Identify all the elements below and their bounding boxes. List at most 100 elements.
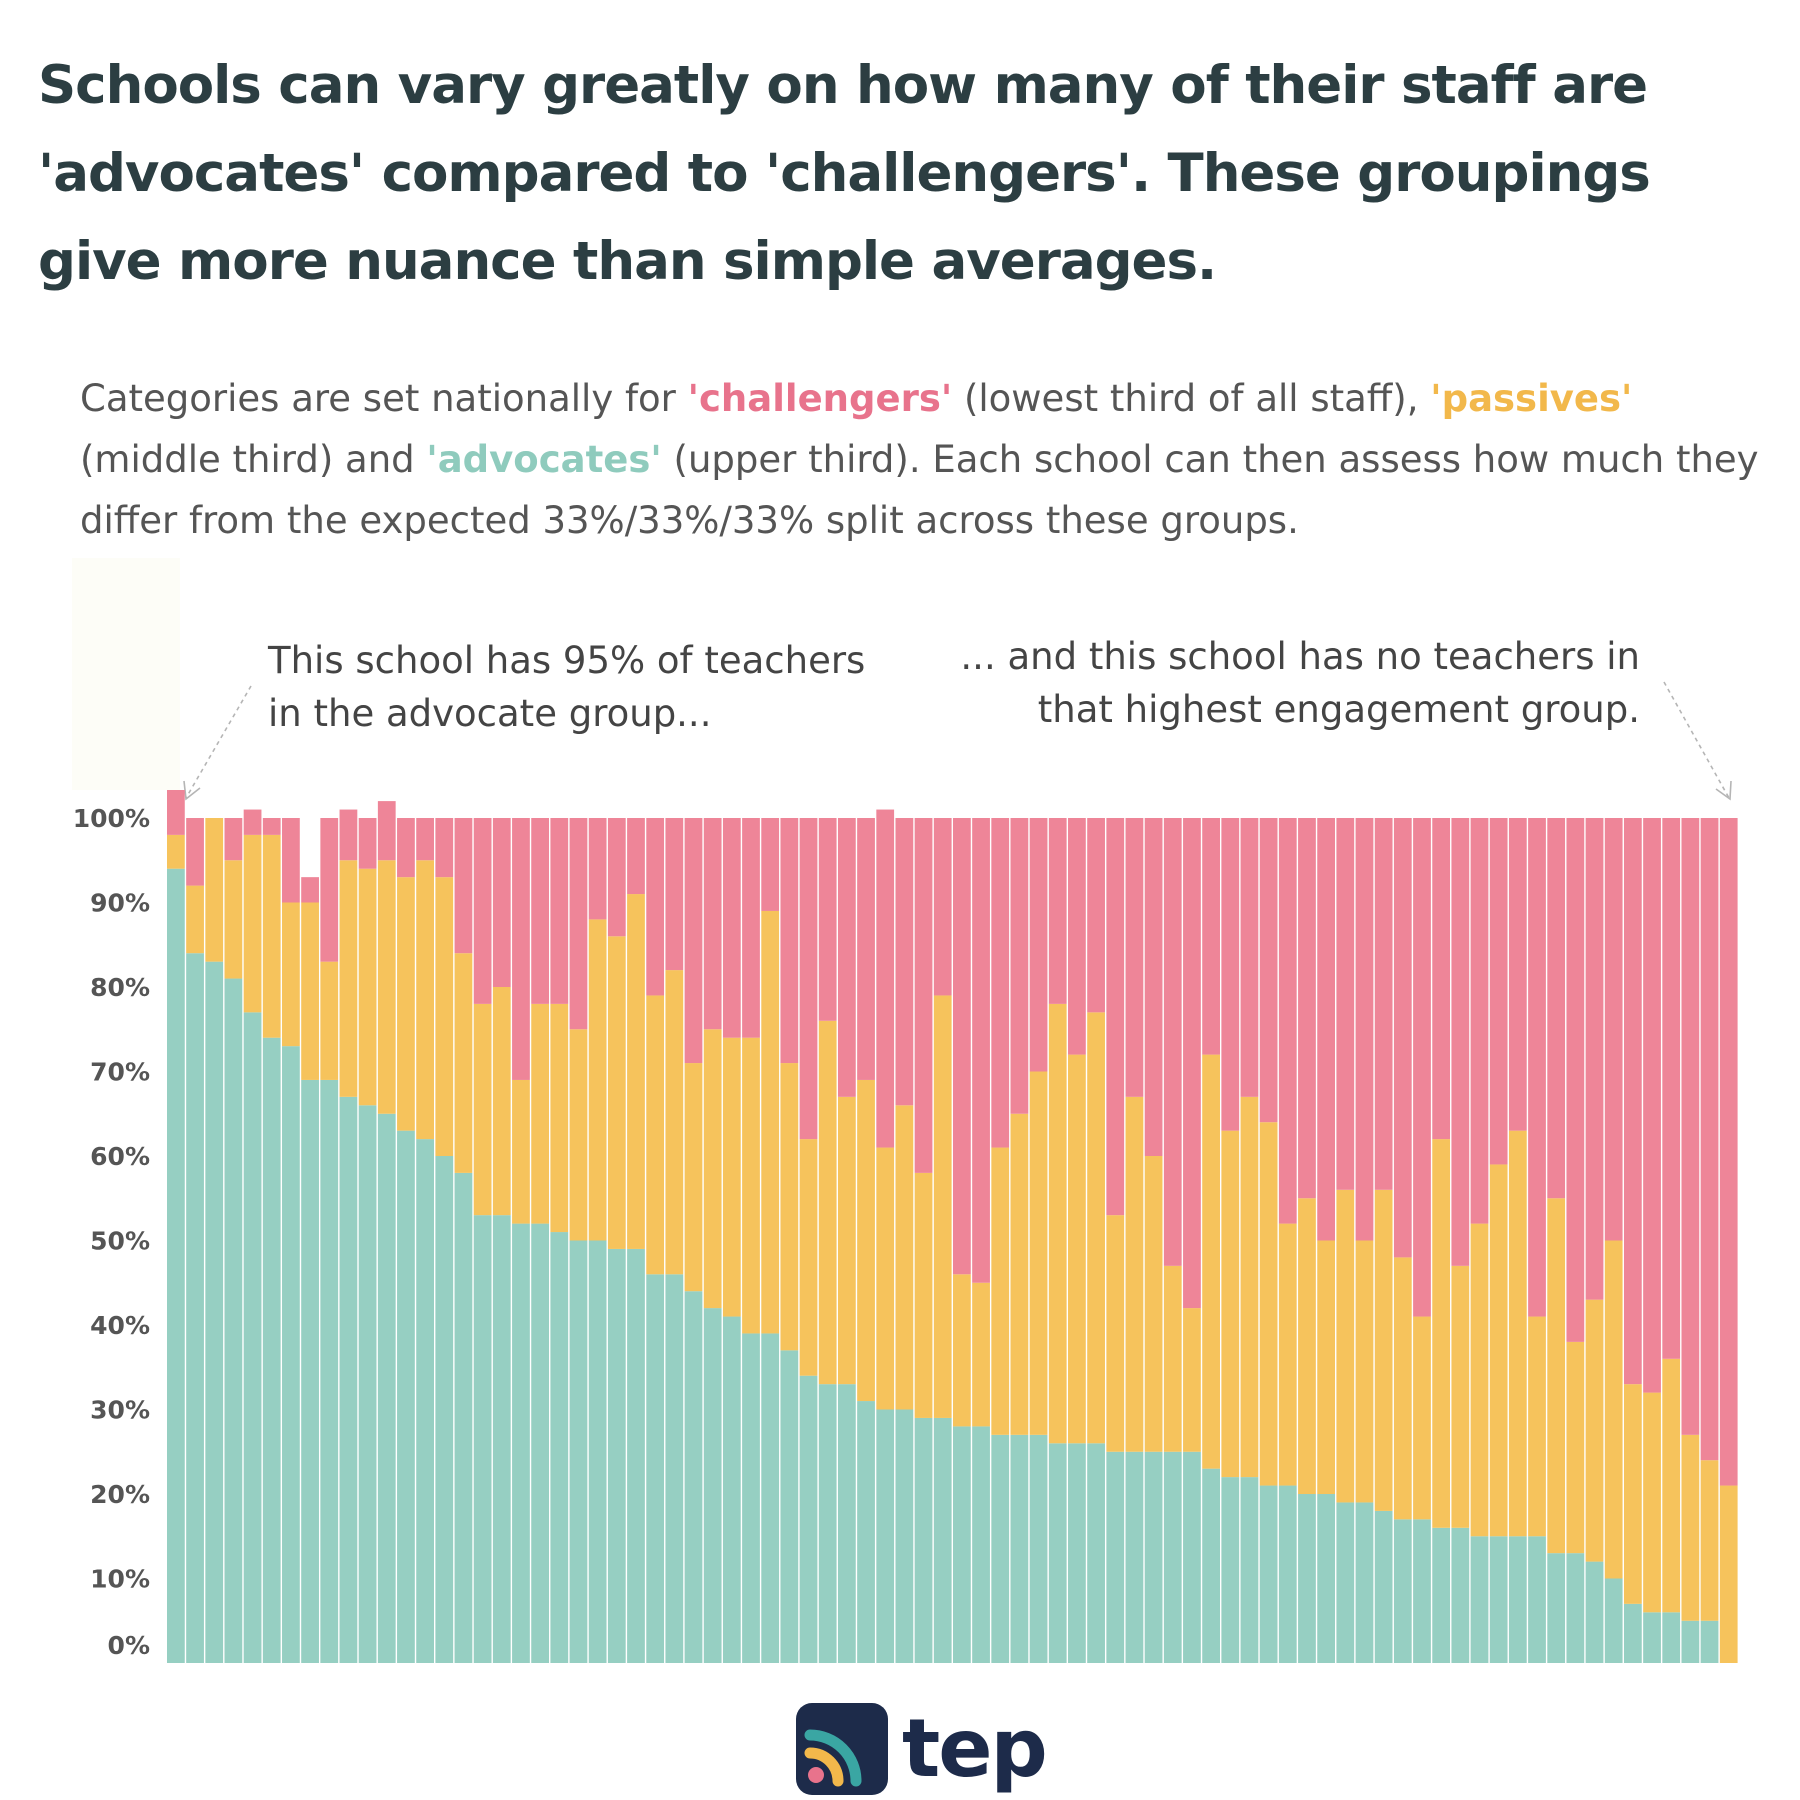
- school-bar: [1662, 818, 1681, 1663]
- advocates-segment: [1585, 1561, 1604, 1663]
- passives-segment: [722, 1037, 741, 1317]
- y-tick-label: 10%: [90, 1565, 150, 1594]
- school-bar: [1183, 818, 1201, 1663]
- advocates-segment: [895, 1409, 914, 1663]
- challengers-segment: [780, 818, 799, 1064]
- school-bar: [722, 818, 741, 1663]
- advocates-segment: [1336, 1502, 1355, 1663]
- school-bar: [492, 818, 511, 1663]
- passives-segment: [1125, 1096, 1144, 1452]
- advocates-segment: [1240, 1477, 1259, 1663]
- passives-segment: [1240, 1096, 1259, 1478]
- passives-segment: [1470, 1223, 1489, 1537]
- stacked-bar-chart: 0% 10% 20% 30% 40% 50% 60% 70% 80% 90% 100%: [73, 790, 1738, 1663]
- passives-segment: [991, 1147, 1010, 1435]
- school-bar: [1489, 818, 1508, 1663]
- passives-segment: [665, 970, 684, 1275]
- challengers-segment: [358, 818, 377, 869]
- challengers-segment: [1451, 818, 1470, 1266]
- arrow-right-icon: [1663, 681, 1732, 801]
- passives-segment: [1489, 1164, 1508, 1537]
- subtitle-part-1: Categories are set nationally for: [80, 377, 688, 420]
- passives-segment: [857, 1079, 875, 1402]
- advocates-segment: [1489, 1536, 1508, 1663]
- passives-segment: [1010, 1113, 1029, 1435]
- advocates-segment: [818, 1384, 837, 1663]
- advocates-segment: [1566, 1553, 1585, 1663]
- school-bar: [205, 818, 224, 1663]
- advocates-segment: [761, 1333, 780, 1663]
- advocates-segment: [416, 1139, 434, 1663]
- school-bar: [262, 818, 281, 1663]
- advocates-segment: [1393, 1519, 1412, 1663]
- annotation-right: ... and this school has no teachers in t…: [960, 635, 1640, 731]
- passives-segment: [1413, 1316, 1431, 1520]
- challengers-segment: [454, 818, 473, 954]
- passives-segment: [1508, 1130, 1527, 1537]
- school-bar: [1413, 818, 1431, 1663]
- passives-segment: [167, 834, 185, 869]
- challengers-segment: [1240, 818, 1259, 1097]
- challengers-segment: [1087, 818, 1105, 1013]
- school-bar: [358, 818, 377, 1663]
- school-bar: [1125, 818, 1144, 1663]
- headline: Schools can vary greatly on how many of …: [38, 55, 1651, 292]
- y-tick-label: 0%: [108, 1631, 150, 1660]
- school-bar: [1623, 818, 1642, 1663]
- school-bar: [473, 818, 492, 1663]
- advocates-segment: [397, 1130, 415, 1663]
- advocates-segment: [1623, 1603, 1642, 1663]
- school-bar: [1604, 818, 1623, 1663]
- passives-segment: [607, 936, 626, 1249]
- background-panel: [72, 558, 180, 790]
- passives-segment: [435, 877, 454, 1156]
- school-bar: [857, 818, 875, 1663]
- challengers-segment: [1547, 818, 1566, 1199]
- challengers-segment: [416, 818, 434, 861]
- advocates-segment: [512, 1223, 530, 1663]
- school-bar: [1719, 818, 1738, 1663]
- logo-wordmark: tep: [902, 1702, 1048, 1795]
- y-tick-label: 20%: [90, 1480, 150, 1509]
- passives-segment: [320, 961, 339, 1080]
- school-bar: [1278, 818, 1297, 1663]
- challengers-segment: [607, 818, 626, 937]
- passives-segment: [761, 910, 780, 1334]
- advocates-segment: [1547, 1553, 1566, 1663]
- challengers-segment: [1470, 818, 1489, 1224]
- passives-segment: [1528, 1316, 1546, 1537]
- passives-segment: [1585, 1299, 1604, 1562]
- school-bar: [1106, 818, 1125, 1663]
- passives-segment: [1068, 1054, 1086, 1444]
- passives-segment: [684, 1063, 703, 1292]
- y-tick-label: 60%: [90, 1142, 150, 1171]
- school-bar: [1643, 818, 1661, 1663]
- school-bar: [1681, 818, 1700, 1663]
- challengers-segment: [1183, 818, 1201, 1309]
- challengers-segment: [684, 818, 703, 1064]
- challengers-segment: [320, 818, 339, 962]
- passives-segment: [243, 834, 262, 1013]
- subtitle-part-3: (middle third) and: [80, 438, 427, 481]
- advocates-segment: [1183, 1451, 1201, 1663]
- school-bar: [588, 818, 607, 1663]
- advocates-segment: [991, 1434, 1010, 1663]
- passives-segment: [1643, 1392, 1661, 1613]
- school-bar: [703, 818, 722, 1663]
- school-bar: [684, 818, 703, 1663]
- school-bar: [1068, 818, 1086, 1663]
- passives-segment: [1221, 1130, 1240, 1478]
- passives-segment: [377, 860, 396, 1114]
- passives-segment: [512, 1079, 530, 1224]
- advocates-segment: [1048, 1443, 1067, 1663]
- passives-segment: [1547, 1198, 1566, 1554]
- school-bar: [607, 818, 626, 1663]
- advocates-segment: [1163, 1451, 1182, 1663]
- challengers-segment: [1489, 818, 1508, 1165]
- passives-segment: [569, 1029, 588, 1241]
- school-bar: [933, 818, 952, 1663]
- advocates-segment: [531, 1223, 550, 1663]
- challengers-segment: [972, 818, 990, 1283]
- passives-segment: [703, 1029, 722, 1309]
- advocates-segment: [282, 1046, 300, 1663]
